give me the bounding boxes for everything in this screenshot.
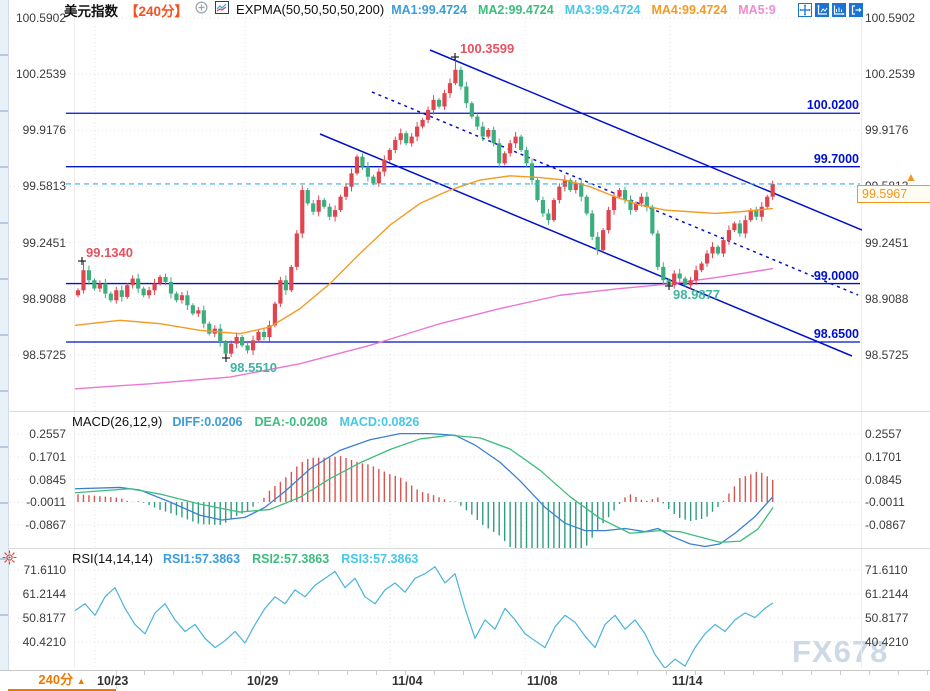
timeline-bar: 240分 ▲ 10/23 10/29 11/04 11/08 11/14 — [0, 670, 930, 691]
rsi-axis-label-left: 50.8177 — [22, 611, 66, 625]
macd-axis-label-left: -0.0011 — [26, 495, 66, 510]
price-axis-label-left: 99.2451 — [22, 235, 66, 250]
macd-panel — [75, 432, 774, 548]
date-label: 10/23 — [97, 674, 129, 688]
macd-axis-label-right: 0.1701 — [865, 449, 902, 464]
date-label: 11/14 — [672, 674, 703, 688]
rsi-title: RSI(14,14,14) — [72, 551, 153, 566]
date-label: 10/29 — [247, 674, 279, 688]
watermark: FX678 — [792, 634, 889, 669]
price-axis-label-left: 100.2539 — [15, 67, 66, 82]
price-axis-label-left: 100.5902 — [15, 11, 66, 25]
plot-left-border — [74, 18, 75, 668]
rsi-axis-label-left: 40.4210 — [22, 635, 66, 650]
plus-circle-icon[interactable] — [195, 0, 208, 19]
price-axis-label-right: 100.5902 — [865, 11, 916, 25]
tab-caret-icon: ▲ — [76, 676, 86, 686]
ma-legend-item: MA5:9 — [738, 2, 776, 17]
rsi-axis-label-right: 71.6110 — [865, 563, 908, 577]
macd-legend-item: MACD:0.0826 — [339, 414, 420, 429]
level-line-label: 99.0000 — [813, 268, 859, 283]
price-annotation: 98.5510 — [230, 360, 277, 375]
period-label[interactable]: 【240分】 — [125, 3, 189, 19]
crosshair-move-icon[interactable] — [798, 3, 812, 17]
left-edge-ruler — [0, 0, 9, 691]
ma-legend-item: MA4:99.4724 — [651, 2, 728, 17]
chart-header: 美元指数 【240分】 EXPMA(50,50,50,50,200) MA1:9… — [64, 0, 776, 19]
macd-legend-item: DIFF:0.0206 — [172, 414, 243, 429]
tab-period-240min[interactable]: 240分 ▲ — [8, 671, 117, 689]
price-axis-label-right: 98.5725 — [865, 347, 909, 362]
panel-separator — [0, 548, 930, 549]
last-price-box: 99.5967 — [857, 185, 930, 203]
price-axis-label-right: 100.2539 — [865, 67, 916, 82]
rsi-legend: RSI1:57.3863 RSI2:57.3863 RSI3:57.3863 — [163, 552, 418, 566]
exit-chart-icon[interactable] — [849, 3, 863, 17]
rsi-legend-item: RSI1:57.3863 — [162, 551, 241, 566]
kline-chart-icon — [215, 0, 230, 19]
plot-right-border — [861, 18, 862, 668]
date-label: 11/04 — [392, 674, 423, 688]
price-annotation: 99.1340 — [86, 245, 133, 260]
price-axis-label-left: 98.5725 — [22, 347, 66, 362]
ma-legend-item: MA2:99.4724 — [477, 2, 554, 17]
date-label: 11/08 — [527, 674, 558, 688]
level-line-label: 98.6500 — [813, 327, 859, 341]
macd-axis-label-left: 0.2557 — [29, 427, 66, 442]
timeline-minor-ticks — [116, 671, 930, 675]
level-line-label: 99.7000 — [813, 151, 859, 166]
macd-axis-label-right: -0.0011 — [865, 495, 905, 510]
macd-axis-label-right: 0.0845 — [865, 472, 902, 487]
rsi-legend-item: RSI2:57.3863 — [252, 551, 330, 566]
rsi-axis-label-right: 61.2144 — [865, 587, 909, 601]
macd-axis-label-right: -0.0867 — [865, 517, 906, 532]
ma-legend-item: MA3:99.4724 — [564, 2, 641, 17]
y-axis-scale-icon[interactable] — [815, 3, 829, 17]
macd-header: MACD(26,12,9) DIFF:0.0206 DEA:-0.0208 MACD… — [72, 414, 419, 429]
level-line-label: 100.0200 — [806, 98, 859, 113]
indicator-label: EXPMA(50,50,50,50,200) — [236, 2, 385, 17]
chart-toolbar — [798, 3, 863, 17]
macd-legend: DIFF:0.0206 DEA:-0.0208 MACD:0.0826 — [172, 415, 419, 429]
symbol-title: 美元指数 — [64, 3, 118, 19]
price-axis-label-right: 99.2451 — [865, 235, 909, 250]
price-annotation: 98.9877 — [673, 287, 720, 302]
price-up-arrow-icon: ▲ — [905, 170, 917, 184]
rsi-panel — [75, 566, 774, 668]
main-price-panel — [66, 49, 862, 390]
price-axis-label-left: 98.9088 — [22, 291, 66, 306]
rsi-axis-label-left: 71.6110 — [23, 563, 67, 577]
ma-legend-item: MA1:99.4724 — [391, 2, 467, 17]
rsi-header: RSI(14,14,14) RSI1:57.3863 RSI2:57.3863 RS… — [72, 551, 418, 566]
macd-axis-label-left: 0.0845 — [29, 472, 66, 487]
price-axis-label-left: 99.9176 — [22, 123, 66, 138]
price-axis-label-left: 99.5813 — [22, 179, 66, 194]
price-annotation: 100.3599 — [460, 41, 515, 56]
macd-title: MACD(26,12,9) — [72, 414, 163, 429]
gridlines — [10, 17, 862, 668]
price-axis-label-right: 98.9088 — [865, 291, 909, 306]
ma-legend: MA1:99.4724 MA2:99.4724 MA3:99.4724 MA4:99.… — [391, 3, 776, 17]
macd-axis-label-right: 0.2557 — [865, 427, 902, 442]
indicator-settings-icon[interactable] — [1, 549, 18, 571]
rsi-axis-label-left: 61.2144 — [22, 587, 66, 601]
macd-axis-label-left: -0.0867 — [25, 517, 66, 532]
tab-active-underline — [8, 689, 116, 691]
rsi-legend-item: RSI3:57.3863 — [341, 551, 419, 566]
panel-separator — [0, 411, 930, 412]
price-axis-label-right: 99.9176 — [865, 123, 909, 138]
macd-axis-label-left: 0.1701 — [29, 449, 66, 464]
x-axis-scale-icon[interactable] — [832, 3, 846, 17]
rsi-axis-label-right: 50.8177 — [865, 611, 909, 625]
rsi-axis-label-right: 40.4210 — [865, 635, 909, 650]
macd-legend-item: DEA:-0.0208 — [254, 414, 328, 429]
